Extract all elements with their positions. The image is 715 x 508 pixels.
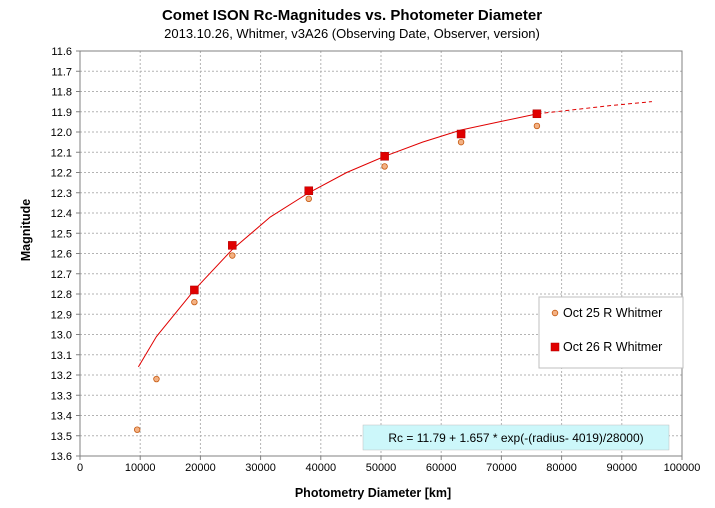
fit-equation-box xyxy=(362,424,670,451)
y-tick-label: 11.8 xyxy=(51,87,72,99)
x-tick-label: 30000 xyxy=(245,462,276,474)
y-tick-label: 11.9 xyxy=(51,107,72,119)
y-tick-label: 12.2 xyxy=(51,168,72,180)
y-tick-label: 12.0 xyxy=(51,127,72,139)
y-axis-ticks: 11.6 11.7 11.8 11.9 12.0 12.1 12.2 12.3 12.4 12.5… xyxy=(51,46,80,463)
y-tick-label: 12.8 xyxy=(51,289,72,301)
fit-line-extrapolated xyxy=(537,101,652,115)
x-axis-ticks: 0 10000 20000 30000 40000 50000 60000 70000 8000… xyxy=(77,456,700,474)
y-tick-label: 12.1 xyxy=(51,147,72,159)
data-point-oct25 xyxy=(153,375,160,383)
data-point-oct25 xyxy=(533,122,541,130)
legend-marker-oct26 xyxy=(550,342,560,352)
x-tick-label: 40000 xyxy=(306,462,337,474)
x-tick-label: 20000 xyxy=(185,462,216,474)
x-tick-label: 100000 xyxy=(664,462,701,474)
data-point-oct26 xyxy=(304,186,314,195)
y-tick-label: 13.2 xyxy=(51,370,72,382)
data-point-oct26 xyxy=(380,152,389,161)
x-tick-label: 10000 xyxy=(125,462,156,474)
legend-label-oct25: Oct 25 R Whitmer xyxy=(563,306,662,320)
x-axis-label: Photometry Diameter [km] xyxy=(295,486,451,500)
y-tick-label: 12.3 xyxy=(51,188,72,200)
x-tick-label: 70000 xyxy=(486,462,517,474)
data-point-oct26 xyxy=(456,129,466,139)
data-point-oct25 xyxy=(133,426,141,433)
y-tick-label: 11.7 xyxy=(51,66,72,78)
y-tick-label: 12.4 xyxy=(51,208,72,220)
y-tick-label: 11.6 xyxy=(51,46,72,58)
data-point-oct25 xyxy=(305,195,312,203)
y-tick-label: 13.0 xyxy=(51,330,72,342)
data-point-oct26 xyxy=(228,241,237,250)
fit-equation-text: Rc = 11.79 + 1.657 * exp(-(radius- 4019)… xyxy=(388,431,643,445)
chart-subtitle: 2013.10.26, Whitmer, v3A26 (Observing Da… xyxy=(164,26,540,41)
y-axis-label: Magnitude xyxy=(19,199,33,262)
y-tick-label: 12.9 xyxy=(51,309,72,321)
fit-curve xyxy=(137,101,652,368)
y-tick-label: 12.7 xyxy=(51,269,72,281)
fit-equation-annotation: Rc = 11.79 + 1.657 * exp(-(radius- 4019)… xyxy=(362,424,670,451)
y-tick-label: 13.3 xyxy=(51,390,72,402)
x-tick-label: 80000 xyxy=(546,462,577,474)
data-points xyxy=(133,109,542,433)
y-tick-label: 12.5 xyxy=(51,228,72,240)
x-tick-label: 60000 xyxy=(426,462,457,474)
legend: Oct 25 R Whitmer Oct 26 R Whitmer xyxy=(538,296,684,369)
y-tick-label: 13.4 xyxy=(51,411,72,423)
legend-marker-oct25 xyxy=(551,309,559,317)
x-tick-label: 90000 xyxy=(607,462,638,474)
legend-box xyxy=(538,296,684,369)
data-point-oct26 xyxy=(532,109,542,119)
data-point-oct25 xyxy=(229,252,236,259)
y-tick-label: 13.5 xyxy=(51,431,72,443)
y-tick-label: 13.6 xyxy=(51,451,72,463)
fit-line-solid xyxy=(137,113,538,368)
data-point-oct25 xyxy=(191,298,198,306)
y-tick-label: 13.1 xyxy=(51,350,72,362)
y-tick-label: 12.6 xyxy=(51,249,72,261)
data-point-oct25 xyxy=(381,163,388,170)
chart-title: Comet ISON Rc-Magnitudes vs. Photometer … xyxy=(162,7,542,24)
legend-label-oct26: Oct 26 R Whitmer xyxy=(563,340,662,354)
data-point-oct26 xyxy=(190,285,199,295)
x-tick-label: 0 xyxy=(77,462,83,474)
x-tick-label: 50000 xyxy=(366,462,397,474)
data-point-oct25 xyxy=(457,138,465,146)
